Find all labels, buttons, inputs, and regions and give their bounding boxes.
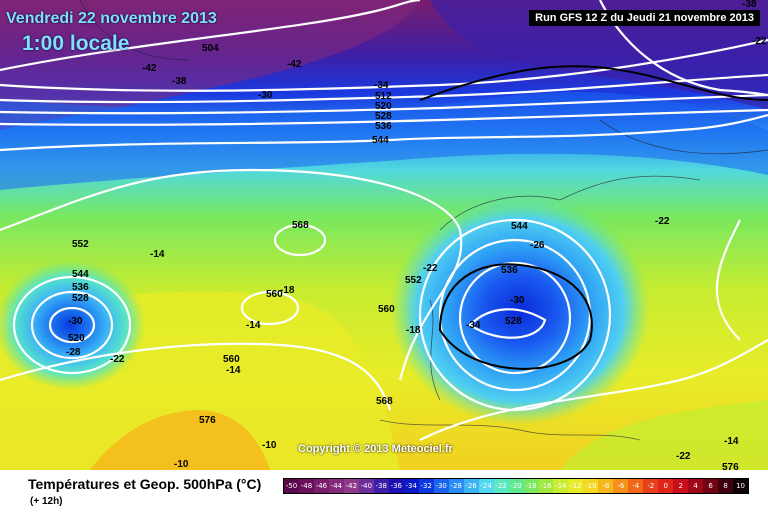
legend-swatch: -12 [568, 479, 584, 493]
legend-swatch: -34 [403, 479, 419, 493]
legend-swatch: -22 [493, 479, 509, 493]
temp-label: -14 [246, 320, 261, 331]
temp-label: -18 [280, 285, 295, 296]
legend-swatch: -14 [553, 479, 569, 493]
temp-label: -28 [66, 347, 81, 358]
forecast-offset: (+ 12h) [30, 496, 63, 507]
legend-swatch: -44 [328, 479, 344, 493]
temperature-geopotential-map: -42 -38 -30 -42 -38 -34 -14 -18 -22 -18 … [0, 0, 768, 470]
model-run-info: Run GFS 12 Z du Jeudi 21 novembre 2013 [529, 10, 760, 26]
legend-swatch: -10 [583, 479, 599, 493]
legend-swatch: -16 [538, 479, 554, 493]
geop-label: 552 [72, 239, 89, 250]
forecast-date: Vendredi 22 novembre 2013 [6, 10, 217, 27]
warm-area-africa [90, 410, 270, 470]
temp-label: -30 [258, 90, 273, 101]
geop-label: 568 [292, 220, 309, 231]
geop-label: 520 [68, 333, 85, 344]
legend-swatch: -2 [643, 479, 659, 493]
temp-label: -18 [406, 325, 421, 336]
temp-label: -14 [226, 365, 241, 376]
legend-swatch: -18 [523, 479, 539, 493]
geopotential-isolines [0, 0, 768, 440]
temp-label: -30 [510, 295, 525, 306]
legend-swatch: 6 [703, 479, 719, 493]
legend-swatch: -6 [613, 479, 629, 493]
legend-swatch: -24 [478, 479, 494, 493]
color-scale-legend: -50 -48 -46 -44 -42 -40 -38 -36 -34 -32 -30 -28 -26-… [283, 478, 749, 494]
legend-swatch: -4 [628, 479, 644, 493]
legend-swatch: -46 [313, 479, 329, 493]
geop-label: 576 [722, 462, 739, 470]
coastlines [79, 0, 768, 441]
geop-label: 536 [72, 282, 89, 293]
temp-label: -42 [287, 59, 302, 70]
geop-label: 536 [375, 121, 392, 132]
temp-label: -38 [172, 76, 187, 87]
legend-swatch: -8 [598, 479, 614, 493]
geopotential-labels: 504 512 520 528 536 544 552 544 536 528 … [68, 43, 739, 470]
temp-label: -22 [676, 451, 691, 462]
legend-swatch: -42 [343, 479, 359, 493]
geop-label: 512 [375, 91, 392, 102]
geop-label: 560 [223, 354, 240, 365]
geop-label: 544 [372, 135, 389, 146]
temp-label: -10 [174, 459, 189, 470]
legend-swatch: 8 [718, 479, 734, 493]
geop-label: 520 [375, 101, 392, 112]
temp-label: -10 [262, 440, 277, 451]
temp-label: -34 [374, 80, 389, 91]
geop-label: 528 [505, 316, 522, 327]
temp-label: -26 [530, 240, 545, 251]
legend-swatch: -26 [463, 479, 479, 493]
temp-label: -42 [142, 63, 157, 74]
legend-swatch: -38 [373, 479, 389, 493]
temperature-labels: -42 -38 -30 -42 -38 -34 -14 -18 -22 -18 … [66, 0, 767, 470]
temp-label: -38 [742, 0, 757, 10]
legend-swatch: -32 [418, 479, 434, 493]
legend-swatch: 10 [733, 479, 749, 493]
temp-label: -14 [150, 249, 165, 260]
legend-swatch: -28 [448, 479, 464, 493]
geop-label: 560 [378, 304, 395, 315]
geop-label: 560 [266, 289, 283, 300]
legend-swatch: -40 [358, 479, 374, 493]
cold-contour [419, 65, 768, 370]
geop-label: 568 [376, 396, 393, 407]
geop-label: 544 [511, 221, 528, 232]
geop-label: 504 [202, 43, 219, 54]
geop-label: 544 [72, 269, 89, 280]
temp-label: -22 [752, 36, 767, 47]
legend-swatch: 2 [673, 479, 689, 493]
temp-label: -30 [68, 316, 83, 327]
geop-label: 576 [199, 415, 216, 426]
temp-label: -22 [423, 263, 438, 274]
temp-label: -34 [466, 320, 481, 331]
legend-swatch: -48 [298, 479, 314, 493]
copyright-notice: Copyright © 2013 Meteociel.fr [298, 443, 453, 455]
warm-area-southeast [560, 400, 768, 470]
forecast-local-time: 1:00 locale [22, 32, 130, 55]
temp-label: -22 [110, 354, 125, 365]
geop-label: 536 [501, 265, 518, 276]
legend-swatch: -36 [388, 479, 404, 493]
geop-label: 528 [72, 293, 89, 304]
legend-swatch: 4 [688, 479, 704, 493]
temp-label: -14 [724, 436, 739, 447]
cold-pool-north-east [430, 0, 768, 110]
legend-swatch: -50 [284, 479, 299, 493]
legend-swatch: -30 [433, 479, 449, 493]
geop-label: 552 [405, 275, 422, 286]
legend-swatch: 0 [658, 479, 674, 493]
temp-label: -22 [655, 216, 670, 227]
legend-swatch: -20 [508, 479, 524, 493]
geop-label: 528 [375, 111, 392, 122]
low-pressure-atlantic [0, 260, 145, 390]
map-title: Températures et Geop. 500hPa (°C) [28, 476, 262, 492]
